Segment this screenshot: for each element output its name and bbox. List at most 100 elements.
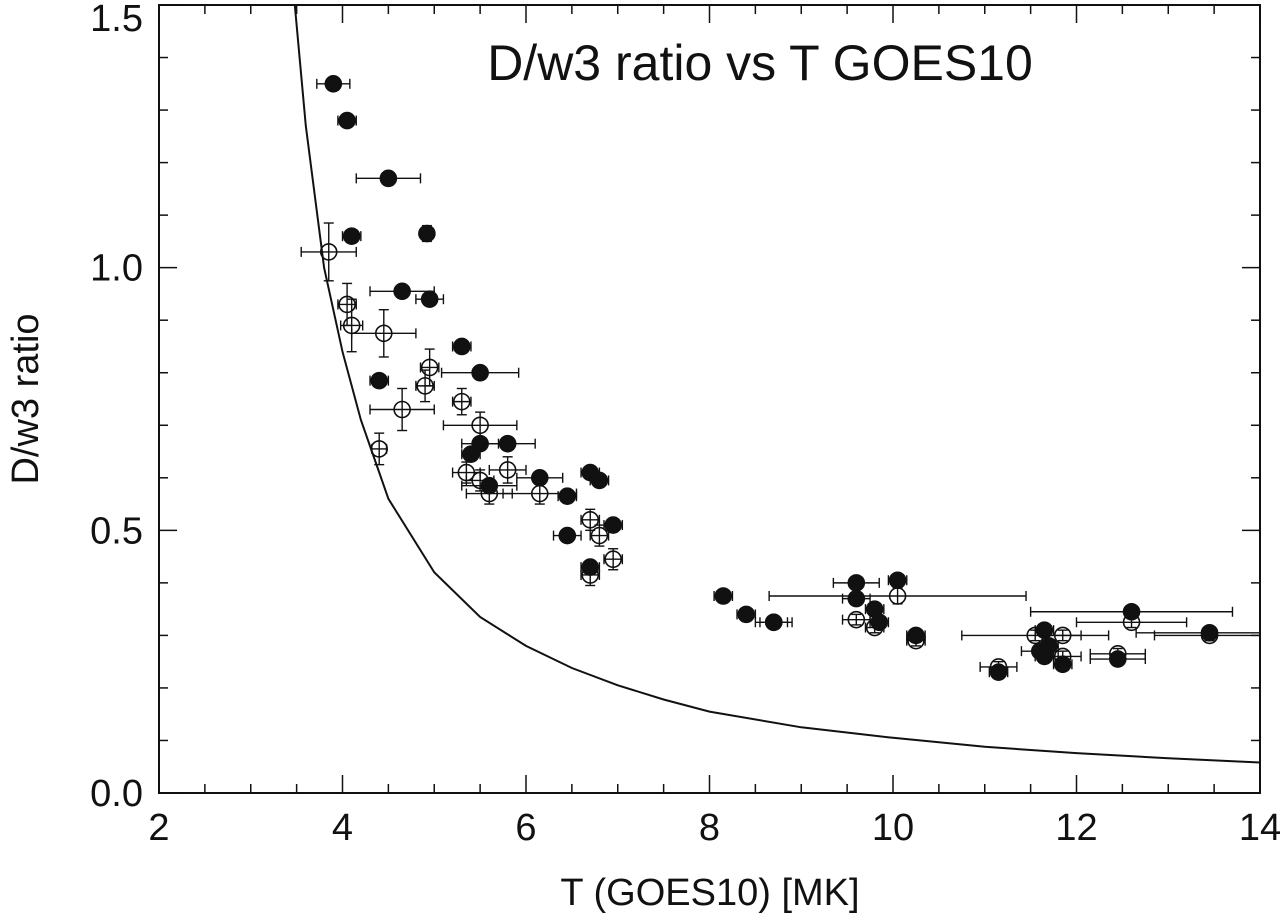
y-axis-title: D/w3 ratio <box>5 313 47 484</box>
open-circle-marker <box>1053 647 1072 666</box>
open-data-point <box>370 432 389 466</box>
open-data-point <box>419 348 440 387</box>
data-points-layer <box>300 75 1260 681</box>
open-data-point <box>580 563 601 587</box>
open-circle-marker <box>393 400 411 419</box>
filled-circle-marker <box>737 605 756 624</box>
filled-circle-marker <box>558 487 577 505</box>
filled-data-point <box>369 371 390 390</box>
open-circle-marker <box>907 631 925 650</box>
open-data-point <box>451 387 472 416</box>
filled-circle-marker <box>558 526 577 545</box>
filled-data-point <box>415 290 445 308</box>
open-circle-marker <box>581 511 600 529</box>
filled-data-point <box>552 526 582 545</box>
open-data-point <box>502 482 578 505</box>
open-data-point <box>465 469 495 492</box>
open-data-point <box>768 587 1027 605</box>
x-tick-label: 14 <box>1239 807 1281 849</box>
x-tick-label: 12 <box>1055 807 1097 849</box>
open-circle-marker <box>847 610 866 629</box>
open-circle-marker <box>370 440 389 458</box>
filled-circle-marker <box>324 75 343 93</box>
filled-data-point <box>841 589 871 608</box>
filled-circle-marker <box>393 282 411 301</box>
open-data-point <box>1043 626 1082 645</box>
model-curve-layer <box>293 5 1260 764</box>
x-tick-label: 2 <box>148 807 169 849</box>
filled-circle-marker <box>420 290 439 308</box>
open-circle-marker <box>1108 644 1127 663</box>
open-circle-marker <box>420 358 439 377</box>
open-data-point <box>864 618 885 637</box>
filled-circle-marker <box>418 224 436 243</box>
y-tick-label: 1.0 <box>90 248 143 290</box>
filled-data-point <box>479 434 536 453</box>
tick-labels: 2 4 6 8 10 12 14 0.0 0.5 1.0 1.5 <box>90 0 1281 849</box>
open-circle-marker <box>530 484 549 503</box>
filled-circle-marker <box>471 363 489 382</box>
open-circle-marker <box>865 618 884 637</box>
x-tick-label: 6 <box>515 807 536 849</box>
filled-circle-marker <box>379 169 398 188</box>
filled-circle-marker <box>847 589 866 608</box>
y-tick-label: 1.5 <box>90 0 143 40</box>
filled-data-point <box>355 169 422 188</box>
axis-ticks <box>158 4 1261 794</box>
open-circle-marker <box>604 550 622 569</box>
x-tick-label: 10 <box>872 807 914 849</box>
filled-circle-marker <box>604 516 622 534</box>
open-circle-marker <box>452 392 471 411</box>
open-data-point <box>488 456 527 484</box>
filled-data-point <box>557 487 578 505</box>
filled-data-point <box>864 600 885 618</box>
filled-data-point <box>316 75 351 93</box>
open-circle-marker <box>888 587 907 605</box>
open-circle-marker <box>1053 626 1072 645</box>
filled-data-point <box>341 227 362 245</box>
filled-circle-marker <box>888 571 907 590</box>
open-data-point <box>603 548 624 571</box>
open-circle-marker <box>498 461 517 479</box>
x-tick-label: 8 <box>699 807 720 849</box>
filled-data-point <box>369 282 435 301</box>
open-circle-marker <box>374 324 393 343</box>
open-circle-marker <box>764 613 783 632</box>
filled-data-point <box>589 471 610 490</box>
open-data-point <box>442 411 518 440</box>
filled-circle-marker <box>498 434 517 453</box>
open-data-point <box>339 298 364 353</box>
open-circle-marker <box>581 566 600 584</box>
filled-data-point <box>461 445 481 463</box>
filled-circle-marker <box>370 371 389 390</box>
open-data-point <box>589 524 610 547</box>
open-circle-marker <box>1122 613 1141 632</box>
open-data-point <box>1089 644 1147 663</box>
filled-circle-marker <box>338 111 356 130</box>
filled-data-point <box>337 111 357 130</box>
open-circle-marker <box>480 484 499 503</box>
open-data-point <box>1075 613 1188 632</box>
y-tick-label: 0.0 <box>90 773 143 815</box>
open-circle-marker <box>319 243 338 261</box>
y-tick-label: 0.5 <box>90 510 143 552</box>
open-circle-marker <box>471 416 489 435</box>
open-data-point <box>300 222 357 282</box>
open-circle-marker <box>471 471 489 490</box>
open-data-point <box>961 626 1110 645</box>
open-circle-marker <box>989 658 1008 676</box>
chart-title: D/w3 ratio vs T GOES10 <box>487 35 1033 91</box>
open-data-point <box>841 610 871 629</box>
filled-data-point <box>713 587 734 605</box>
filled-data-point <box>887 571 908 590</box>
open-data-point <box>759 613 789 632</box>
x-tick-label: 4 <box>332 807 353 849</box>
open-circle-marker <box>1026 626 1045 645</box>
filled-data-point <box>451 337 472 356</box>
open-data-point <box>415 369 435 403</box>
open-circle-marker <box>590 526 609 545</box>
filled-circle-marker <box>590 471 609 490</box>
filled-circle-marker <box>462 445 480 463</box>
filled-circle-marker <box>452 337 471 356</box>
